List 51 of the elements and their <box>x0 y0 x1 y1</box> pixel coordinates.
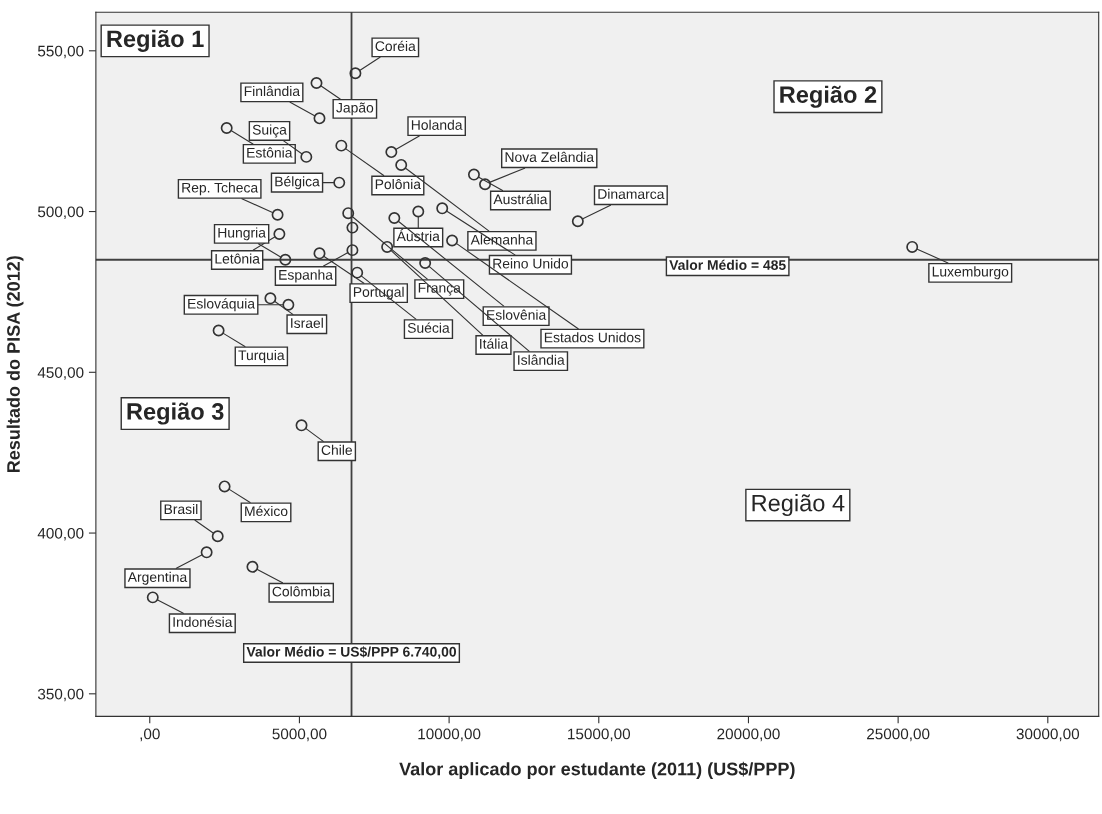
annotation: Japão <box>336 102 374 116</box>
annotation: México <box>245 505 288 517</box>
x-tick-label: 10000,00 <box>418 728 481 742</box>
annotation: Itália <box>480 338 509 349</box>
annotation: Austrália <box>493 193 548 205</box>
annotation: Dinamarca <box>598 188 665 199</box>
annotation: Chile <box>321 444 352 455</box>
annotation: Suécia <box>407 322 450 333</box>
y-tick-label: 500,00 <box>37 206 84 220</box>
x-tick-label: 25000,00 <box>867 728 930 742</box>
annotation: Nova Zelândia <box>505 151 595 163</box>
y-tick-label: 450,00 <box>37 367 84 380</box>
annotation: Brasil <box>164 503 198 515</box>
x-tick-label: 30000,00 <box>1016 728 1080 742</box>
annotation: Indonésia <box>173 616 233 628</box>
annotation: Hungria <box>218 227 266 241</box>
annotation: Letônia <box>215 253 260 264</box>
x-axis-title: Valor aplicado por estudante (2011) (US$/PPP) <box>399 761 795 779</box>
annotation: Eslovênia <box>487 309 547 320</box>
annotation: Holanda <box>411 119 463 130</box>
annotation: Reino Unido <box>493 258 569 269</box>
y-tick-label: 400,00 <box>37 527 84 541</box>
annotation: Finlândia <box>244 85 301 97</box>
annotation: Região 1 <box>107 29 204 52</box>
x-tick-label: ,00 <box>140 728 160 742</box>
x-tick-label: 15000,00 <box>568 728 631 742</box>
annotation: Argentina <box>127 571 188 585</box>
annotation: Região 2 <box>780 85 877 108</box>
annotation: Região 4 <box>752 494 845 517</box>
annotation: Região 3 <box>127 402 224 425</box>
ref-line-label: Valor Médio = 485 <box>669 259 786 270</box>
annotation: Polônia <box>375 178 422 190</box>
y-tick-label: 550,00 <box>37 45 84 59</box>
y-axis-title: Resultado do PISA (2012) <box>6 256 24 473</box>
annotation: Colômbia <box>272 586 331 597</box>
x-tick-label: 20000,00 <box>717 728 780 742</box>
annotation: Luxemburgo <box>932 266 1009 280</box>
annotation: Turquia <box>238 349 285 363</box>
annotation: Suiça <box>252 124 287 138</box>
annotation: Espanha <box>279 269 333 283</box>
annotation: Estônia <box>247 147 293 158</box>
annotation: Estados Unidos <box>544 332 641 343</box>
annotation: Rep. Tcheca <box>182 182 259 196</box>
annotation: Coréia <box>375 40 416 52</box>
x-tick-label: 5000,00 <box>272 728 327 742</box>
annotation: Israel <box>291 317 323 328</box>
ref-line-label: Valor Médio = US$/PPP 6.740,00 <box>246 646 457 659</box>
annotation: Islândia <box>518 354 565 365</box>
annotation: Eslováquia <box>188 298 256 312</box>
annotation: Bélgica <box>275 176 320 190</box>
y-tick-label: 350,00 <box>37 688 84 702</box>
